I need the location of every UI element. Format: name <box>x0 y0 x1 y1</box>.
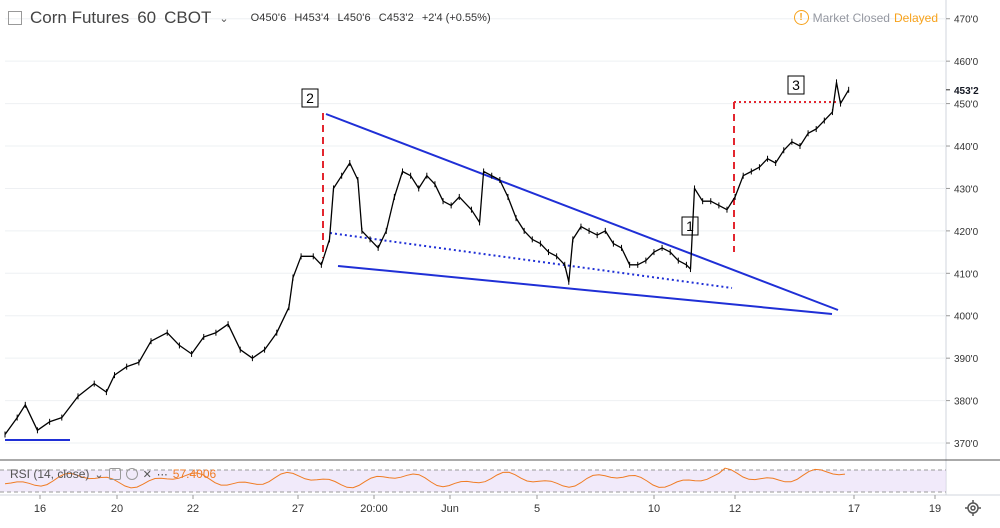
collapse-icon[interactable] <box>8 11 22 25</box>
gear-icon[interactable] <box>125 468 138 480</box>
x-tick-label: 20:00 <box>360 503 388 515</box>
x-tick-label: 20 <box>111 503 123 515</box>
y-tick-label: 430'0 <box>954 184 979 195</box>
label-2: 2 <box>306 90 314 106</box>
chevron-down-icon[interactable]: ⌄ <box>94 468 104 481</box>
dotted-trendline <box>329 232 733 289</box>
label-2-box <box>301 88 319 108</box>
price-series <box>4 79 850 438</box>
rsi-band <box>0 470 946 492</box>
y-tick-label: 450'0 <box>954 100 979 111</box>
rsi-pane <box>0 467 946 493</box>
settings-gear-icon[interactable] <box>964 499 982 517</box>
chevron-down-icon[interactable]: ⌄ <box>219 12 229 25</box>
x-tick-label: 10 <box>648 503 660 515</box>
eye-icon[interactable] <box>108 468 121 480</box>
x-tick-label: 12 <box>729 503 741 515</box>
label-3: 3 <box>792 77 800 93</box>
low-value: L450'6 <box>337 12 371 24</box>
y-tick-label: 380'0 <box>954 397 979 408</box>
rsi-value: 57.4006 <box>172 467 217 481</box>
x-tick-label: 17 <box>848 503 860 515</box>
x-tick-label: 19 <box>929 503 941 515</box>
market-closed-label: Market Closed <box>812 10 890 25</box>
symbol-header: Corn Futures 60 CBOT ⌄ O450'6 H453'4 L45… <box>8 6 491 30</box>
y-tick-label: 470'0 <box>954 15 979 26</box>
change-value: +2'4 (+0.55%) <box>421 12 491 24</box>
annotations: 2 1 3 <box>5 75 839 441</box>
price-line <box>4 81 850 435</box>
time-axis: 16 20 22 27 20:00 Jun 5 10 12 17 19 <box>34 495 941 515</box>
y-tick-label: 390'0 <box>954 354 979 365</box>
price-axis: 470'0 460'0 450'0 440'0 430'0 420'0 410'0 400'0… <box>946 15 979 450</box>
label-3-box <box>787 75 805 95</box>
upper-trendline <box>325 113 839 311</box>
rsi-line <box>4 467 846 489</box>
y-tick-label: 440'0 <box>954 142 979 153</box>
y-tick-label: 460'0 <box>954 57 979 68</box>
x-tick-label: 27 <box>292 503 304 515</box>
label-1-box <box>681 216 699 236</box>
warning-icon: ! <box>793 10 809 25</box>
label-1: 1 <box>686 218 694 234</box>
rsi-legend: RSI (14, close) ⌄ ✕ ⋯ 57.4006 <box>10 467 216 481</box>
y-tick-label: 400'0 <box>954 312 979 323</box>
grid <box>0 0 1000 496</box>
y-tick-label: 370'0 <box>954 439 979 450</box>
exchange-label[interactable]: CBOT <box>164 8 212 27</box>
close-icon[interactable]: ✕ <box>142 468 152 481</box>
interval-label[interactable]: 60 <box>137 8 157 27</box>
last-price-label: 453'2 <box>954 86 979 97</box>
x-tick-label: 5 <box>534 503 540 515</box>
y-tick-label: 420'0 <box>954 227 979 238</box>
close-value: C453'2 <box>378 12 414 24</box>
open-value: O450'6 <box>250 12 287 24</box>
lower-trendline <box>337 265 833 315</box>
symbol-title[interactable]: Corn Futures <box>30 8 130 27</box>
delayed-label[interactable]: Delayed <box>893 10 938 25</box>
x-tick-label: 16 <box>34 503 46 515</box>
x-tick-label: Jun <box>441 503 459 515</box>
more-icon[interactable]: ⋯ <box>156 468 168 481</box>
market-status: ! Market Closed Delayed <box>793 10 938 25</box>
y-tick-label: 410'0 <box>954 269 979 280</box>
high-value: H453'4 <box>294 12 330 24</box>
x-tick-label: 22 <box>187 503 199 515</box>
rsi-label[interactable]: RSI (14, close) <box>10 467 90 481</box>
